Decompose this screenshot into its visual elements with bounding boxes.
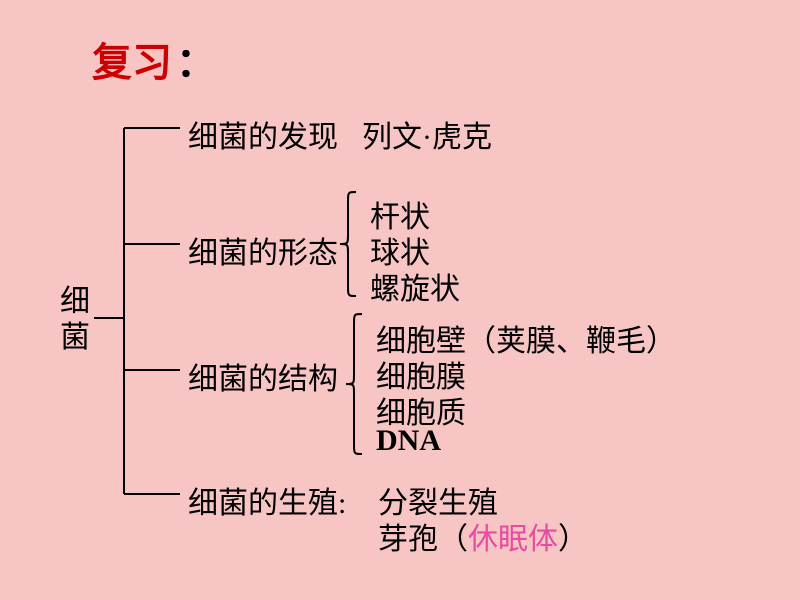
diagram-text: 细菌的结构 <box>188 354 338 398</box>
root-label: 细 菌 <box>60 284 90 356</box>
diagram-text: 芽孢（休眠体） <box>378 514 588 558</box>
diagram-text: 细菌的形态 <box>188 228 338 272</box>
title-colon: ： <box>176 30 216 88</box>
diagram-text: 细菌的发现 <box>188 112 338 156</box>
diagram-text: 列文·虎克 <box>362 112 492 156</box>
diagram-text: DNA <box>376 424 441 458</box>
diagram-text: 细菌的生殖: <box>188 478 346 522</box>
review-title: 复习 <box>92 30 172 88</box>
diagram-text: 螺旋状 <box>370 264 460 308</box>
